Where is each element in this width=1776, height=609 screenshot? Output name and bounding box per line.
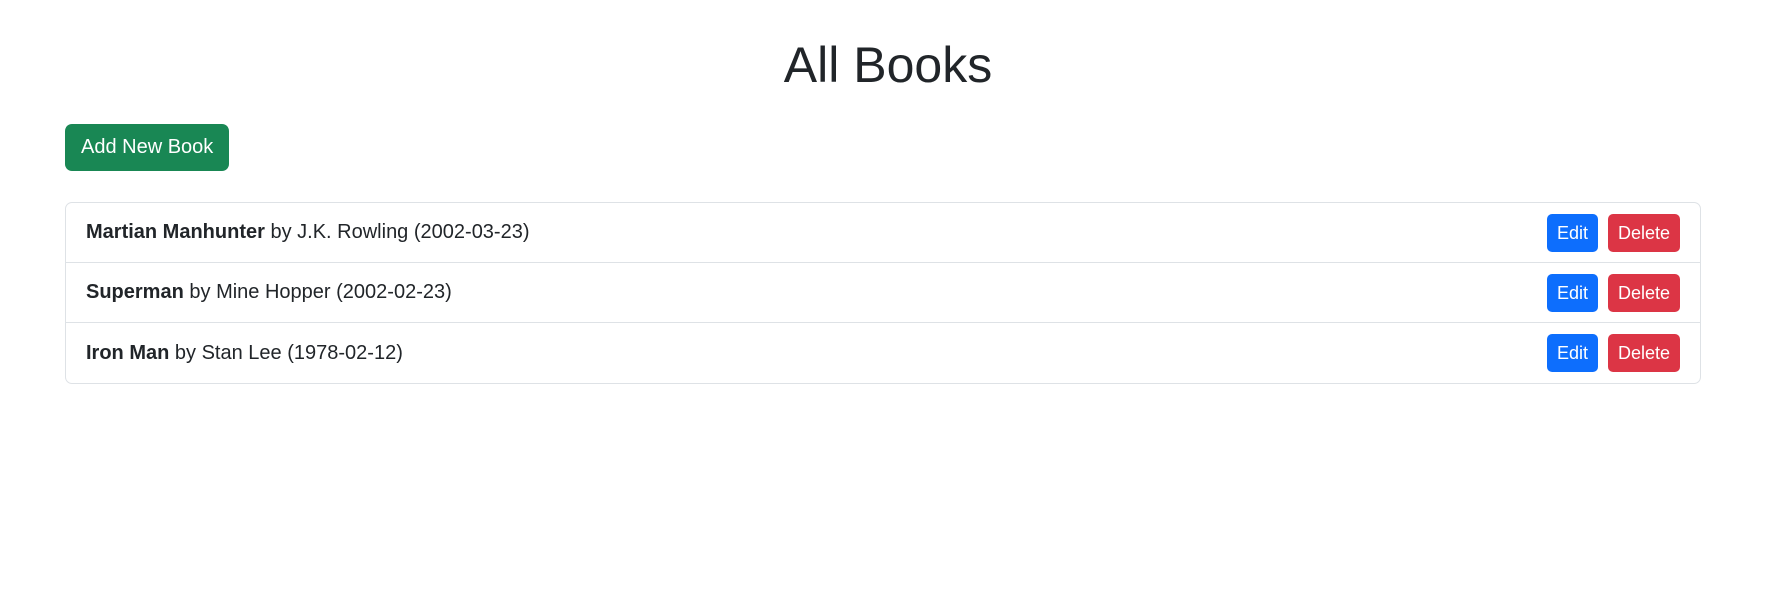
- page-title: All Books: [783, 37, 993, 93]
- book-list: Martian Manhunter by J.K. Rowling (2002-…: [65, 202, 1701, 384]
- book-list-item: Iron Man by Stan Lee (1978-02-12) Edit D…: [66, 323, 1700, 383]
- book-actions: Edit Delete: [1546, 334, 1680, 372]
- book-author: Mine Hopper: [216, 281, 331, 303]
- delete-button[interactable]: Delete: [1607, 213, 1680, 252]
- book-info: Superman by Mine Hopper (2002-02-23): [86, 281, 452, 304]
- main-container: All Books Add New Book Martian Manhunter…: [65, 37, 1701, 384]
- book-title: Iron Man: [86, 341, 170, 364]
- edit-button[interactable]: Edit: [1546, 334, 1598, 372]
- book-author: J.K. Rowling: [297, 221, 409, 243]
- book-list-item: Superman by Mine Hopper (2002-02-23) Edi…: [66, 263, 1700, 323]
- book-date: (2002-03-23): [413, 221, 530, 243]
- edit-button[interactable]: Edit: [1546, 273, 1598, 312]
- delete-button[interactable]: Delete: [1607, 273, 1680, 312]
- book-date: (1978-02-12): [287, 341, 403, 364]
- delete-button[interactable]: Delete: [1607, 334, 1680, 372]
- book-author: Stan Lee: [201, 341, 282, 364]
- book-title: Martian Manhunter: [86, 221, 265, 243]
- book-by-label: by: [174, 341, 197, 364]
- book-list-item: Martian Manhunter by J.K. Rowling (2002-…: [66, 203, 1700, 263]
- book-title: Superman: [86, 281, 184, 303]
- book-by-label: by: [189, 281, 211, 303]
- book-info: Martian Manhunter by J.K. Rowling (2002-…: [86, 221, 530, 244]
- book-actions: Edit Delete: [1546, 213, 1680, 252]
- book-actions: Edit Delete: [1546, 273, 1680, 312]
- edit-button[interactable]: Edit: [1546, 213, 1598, 252]
- book-date: (2002-02-23): [336, 281, 452, 303]
- book-by-label: by: [270, 221, 292, 243]
- book-info: Iron Man by Stan Lee (1978-02-12): [86, 342, 403, 365]
- add-new-book-button[interactable]: Add New Book: [65, 124, 230, 171]
